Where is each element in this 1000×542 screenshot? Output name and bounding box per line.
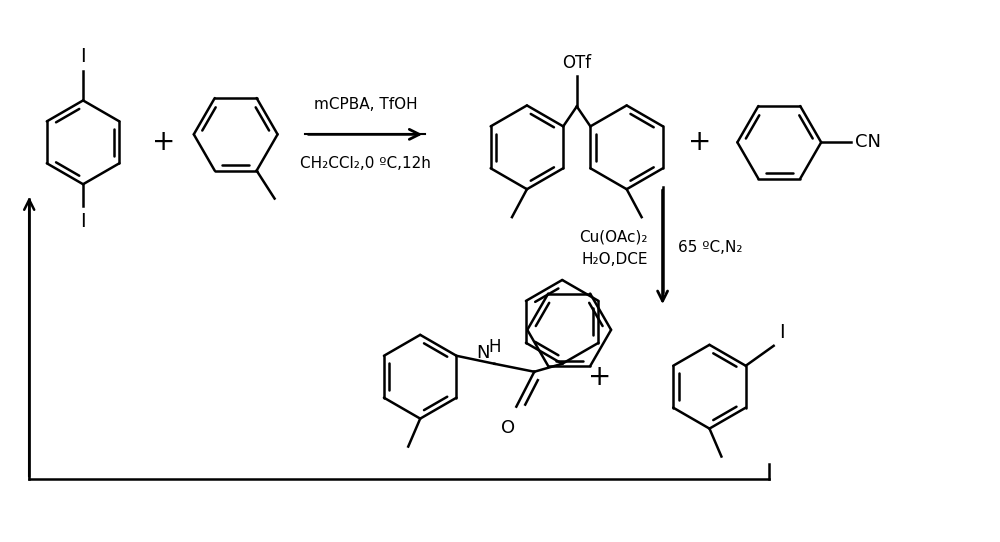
- Text: +: +: [688, 128, 711, 156]
- Text: 65 ºC,N₂: 65 ºC,N₂: [678, 240, 742, 255]
- Text: OTf: OTf: [562, 54, 591, 72]
- Text: O: O: [501, 418, 515, 437]
- Text: I: I: [80, 47, 86, 66]
- Text: H₂O,DCE: H₂O,DCE: [581, 251, 648, 267]
- Text: I: I: [779, 323, 784, 342]
- Text: mCPBA, TfOH: mCPBA, TfOH: [314, 98, 417, 112]
- Text: +: +: [152, 128, 176, 156]
- Text: H: H: [488, 338, 501, 356]
- Text: I: I: [80, 212, 86, 231]
- Text: CH₂CCl₂,0 ºC,12h: CH₂CCl₂,0 ºC,12h: [300, 156, 431, 171]
- Text: +: +: [588, 363, 611, 391]
- Text: Cu(OAc)₂: Cu(OAc)₂: [579, 230, 648, 244]
- Text: N: N: [476, 344, 489, 362]
- Text: CN: CN: [855, 133, 881, 151]
